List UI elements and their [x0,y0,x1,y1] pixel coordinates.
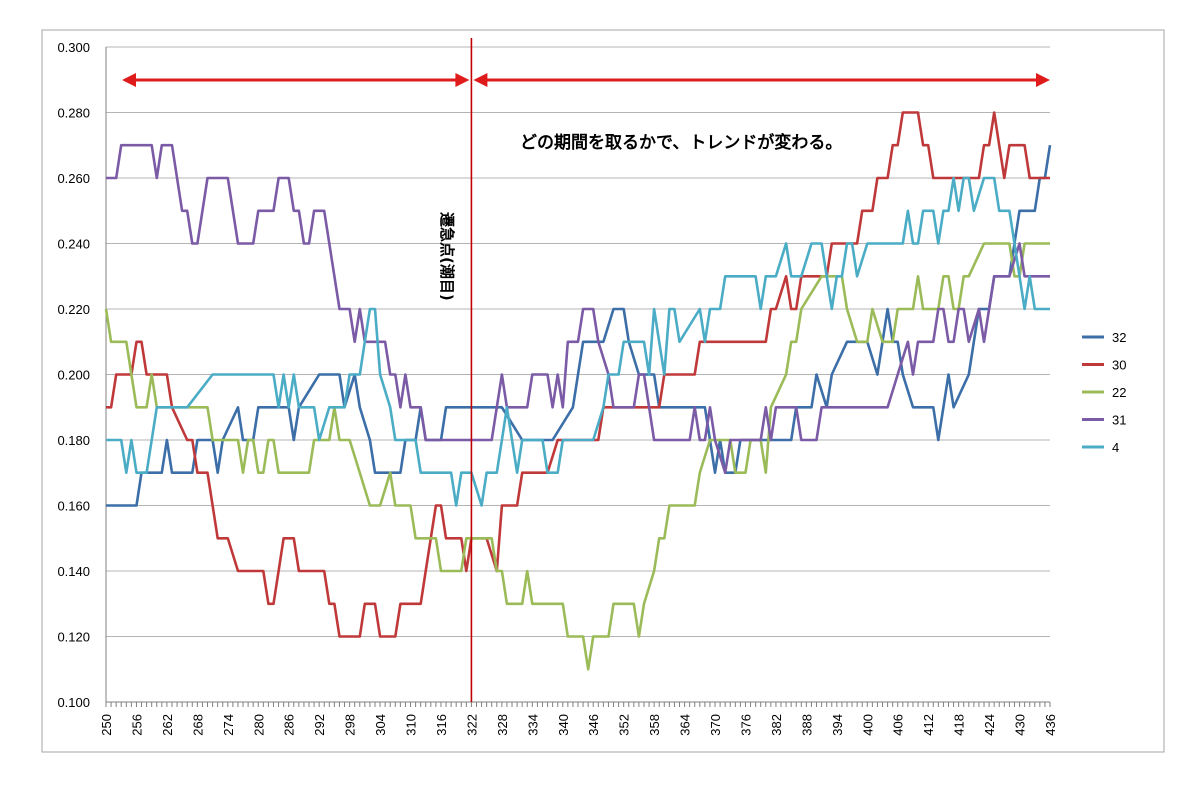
x-tick-label: 310 [404,714,419,736]
series-line-31 [106,143,1050,474]
right-period-arrow [473,73,1050,87]
x-tick-label: 376 [738,714,753,736]
x-tick-label: 334 [525,714,540,736]
x-tick-label: 328 [495,714,510,736]
x-tick-label: 394 [830,714,845,736]
x-tick-label: 262 [160,714,175,736]
series-line-32 [106,145,1052,507]
series-line-4 [106,176,1050,507]
x-tick-label: 268 [190,714,205,736]
x-tick-label: 412 [921,714,936,736]
y-tick-label: 0.240 [57,237,90,252]
annotations: どの期間を取るかで、トレンドが変わる。遷急点(潮目) [122,38,1050,702]
x-tick-label: 424 [982,714,997,736]
y-tick-label: 0.200 [57,368,90,383]
y-axis-ticks: 0.100 0.120 0.140 0.160 0.180 0.200 0.220 0.240… [57,40,90,710]
trend-note: どの期間を取るかで、トレンドが変わる。 [520,132,842,153]
y-tick-label: 0.100 [57,695,90,710]
y-tick-label: 0.260 [57,171,90,186]
x-tick-label: 298 [343,714,358,736]
y-tick-label: 0.280 [57,106,90,121]
turning-point-label: 遷急点(潮目) [438,212,456,301]
legend-label-31: 31 [1112,413,1126,428]
y-tick-label: 0.300 [57,40,90,55]
x-tick-label: 316 [434,714,449,736]
x-tick-label: 406 [891,714,906,736]
legend-label-22: 22 [1112,385,1126,400]
x-tick-label: 280 [251,714,266,736]
chart-frame [41,29,1165,753]
x-axis-ticks: 250 256 262 268 274 280 286 292 298 304 310 316 322 3… [99,702,1058,736]
legend-label-30: 30 [1112,358,1126,373]
x-tick-label: 250 [99,714,114,736]
x-tick-label: 304 [373,714,388,736]
x-tick-label: 286 [282,714,297,736]
x-tick-label: 346 [586,714,601,736]
y-tick-label: 0.220 [57,302,90,317]
x-tick-label: 382 [769,714,784,736]
legend: 32 30 22 31 4 [1082,330,1126,455]
y-tick-label: 0.140 [57,564,90,579]
series-line-22 [104,242,1050,671]
x-tick-label: 256 [129,714,144,736]
series-lines [104,111,1052,671]
x-tick-label: 340 [556,714,571,736]
y-tick-label: 0.120 [57,630,90,645]
x-tick-label: 400 [860,714,875,736]
x-tick-label: 388 [799,714,814,736]
x-tick-label: 352 [617,714,632,736]
left-period-arrow [122,73,470,87]
x-tick-label: 364 [678,714,693,736]
y-tick-label: 0.180 [57,433,90,448]
x-tick-label: 418 [952,714,967,736]
x-tick-label: 274 [221,714,236,736]
x-tick-label: 358 [647,714,662,736]
legend-label-4: 4 [1112,440,1119,455]
x-tick-label: 292 [312,714,327,736]
legend-label-32: 32 [1112,330,1126,345]
x-tick-label: 436 [1043,714,1058,736]
series-line-30 [106,111,1050,638]
x-tick-label: 322 [464,714,479,736]
x-tick-label: 370 [708,714,723,736]
x-tick-label: 430 [1013,714,1028,736]
y-tick-label: 0.160 [57,499,90,514]
